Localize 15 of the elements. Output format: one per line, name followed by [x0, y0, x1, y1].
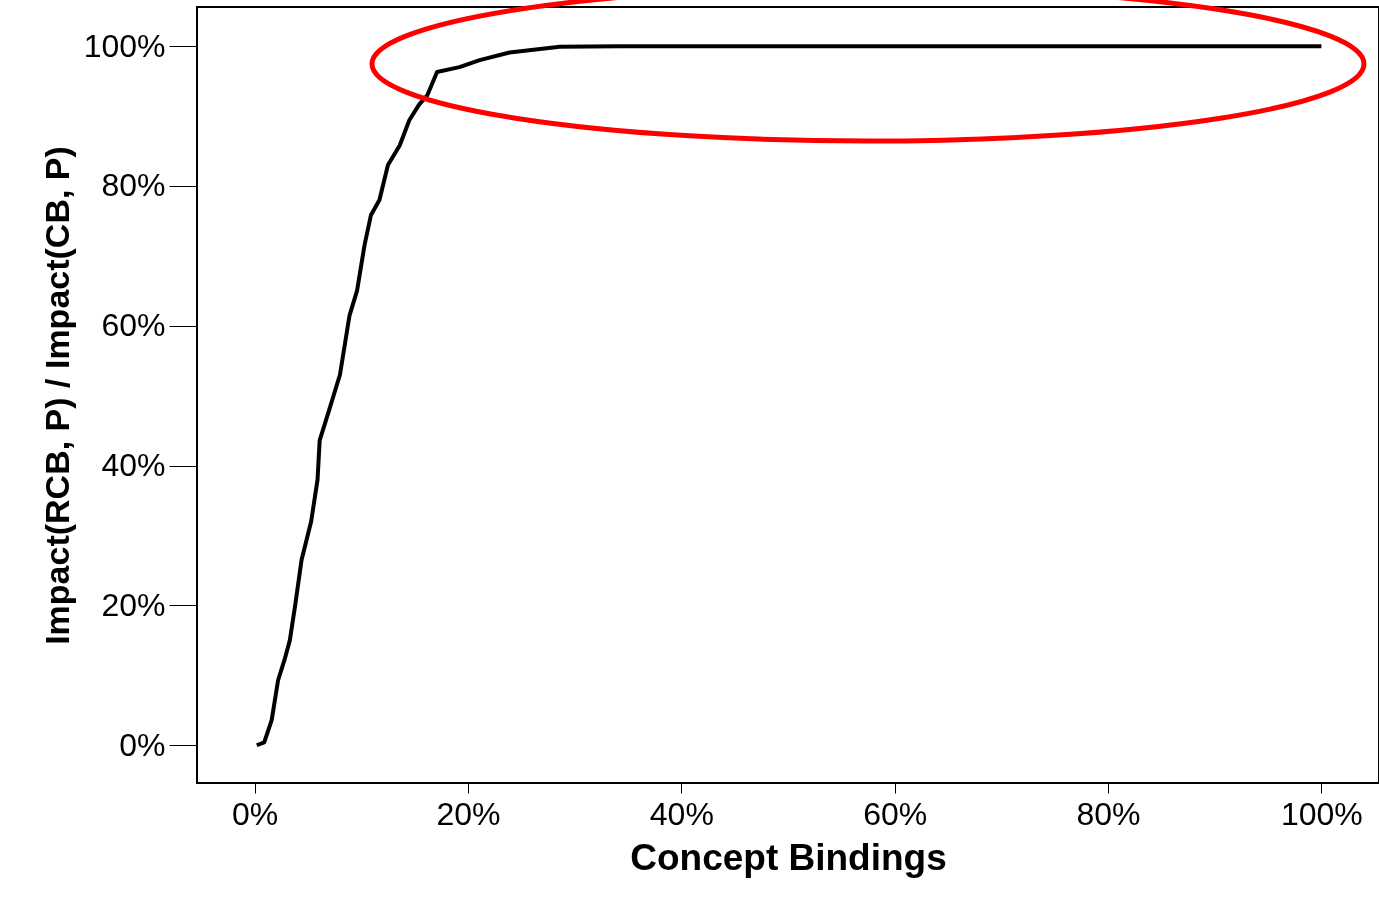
y-tick-label: 40%: [101, 447, 166, 484]
y-tick-label: 80%: [101, 167, 166, 204]
y-tick-label: 0%: [119, 726, 166, 763]
x-axis-title: Concept Bindings: [630, 836, 947, 878]
y-tick-label: 20%: [101, 586, 166, 623]
x-tick-label: 60%: [863, 795, 928, 832]
y-tick-label: 100%: [83, 27, 166, 64]
line-series: [254, 44, 1324, 748]
x-tick-label: 100%: [1280, 795, 1363, 832]
x-tick-label: 80%: [1076, 795, 1141, 832]
x-tick-label: 0%: [231, 795, 279, 832]
x-tick-label: 40%: [649, 795, 714, 832]
x-tick-label: 20%: [436, 795, 501, 832]
y-axis-title: Impact(RCB, P) / Impact(CB, P): [37, 146, 76, 645]
y-tick-label: 60%: [101, 307, 166, 344]
